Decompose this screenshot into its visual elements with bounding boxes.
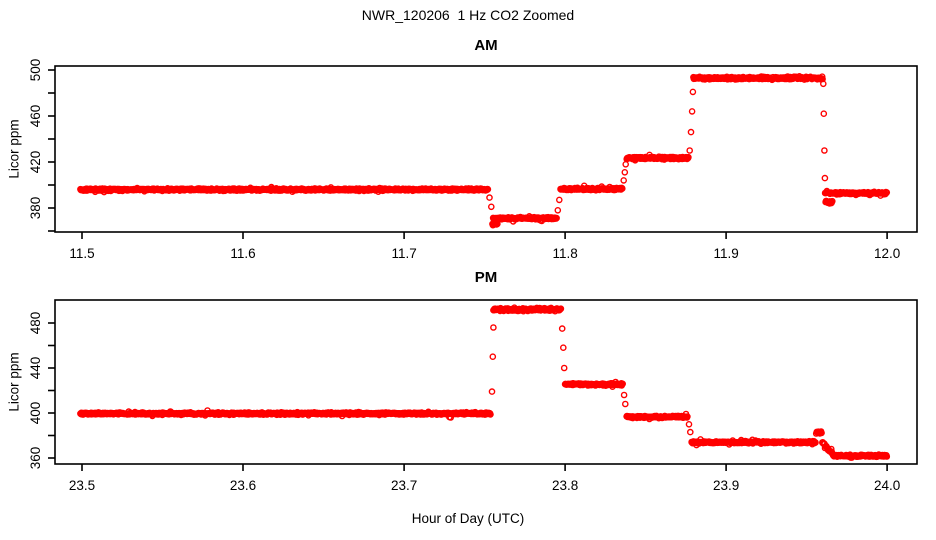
x-tick-label: 11.5 (69, 246, 94, 261)
pm-y-axis-label: Licor ppm (6, 352, 22, 412)
y-tick-label: 420 (28, 151, 43, 174)
y-tick-label: 440 (28, 357, 43, 380)
x-tick-label: 11.9 (713, 246, 738, 261)
figure-title: NWR_120206 1 Hz CO2 Zoomed (361, 7, 575, 23)
x-tick-label: 23.7 (391, 478, 417, 493)
pm-panel: 23.5 23.6 23.7 23.8 23.9 24.0 360 400 440 480 (28, 299, 918, 493)
am-panel: 11.5 11.6 11.7 11.8 11.9 12.0 380 420 460 500 (28, 59, 918, 261)
x-axis-label: Hour of Day (UTC) (411, 511, 525, 526)
am-panel-title: AM (474, 37, 498, 54)
plot-box (54, 65, 918, 233)
x-tick-label: 23.6 (230, 478, 256, 493)
x-tick-label: 11.8 (552, 246, 577, 261)
am-y-axis-label: Licor ppm (6, 119, 22, 179)
x-tick-label: 11.7 (391, 246, 416, 261)
scatter-points (77, 304, 891, 461)
y-tick-label: 400 (28, 402, 43, 425)
y-tick-label: 360 (28, 447, 43, 470)
x-tick-label: 12.0 (874, 246, 900, 261)
x-tick-label: 23.5 (69, 478, 95, 493)
y-tick-label: 480 (28, 312, 43, 335)
x-tick-label: 23.8 (552, 478, 578, 493)
x-tick-label: 23.9 (713, 478, 739, 493)
pm-panel-title: PM (474, 269, 498, 286)
x-tick-label: 11.6 (230, 246, 255, 261)
scatter-points (77, 73, 891, 229)
plot-box (54, 299, 918, 465)
y-tick-label: 500 (28, 59, 43, 82)
x-tick-label: 24.0 (874, 478, 900, 493)
y-tick-label: 460 (28, 105, 43, 128)
y-tick-label: 380 (28, 197, 43, 220)
